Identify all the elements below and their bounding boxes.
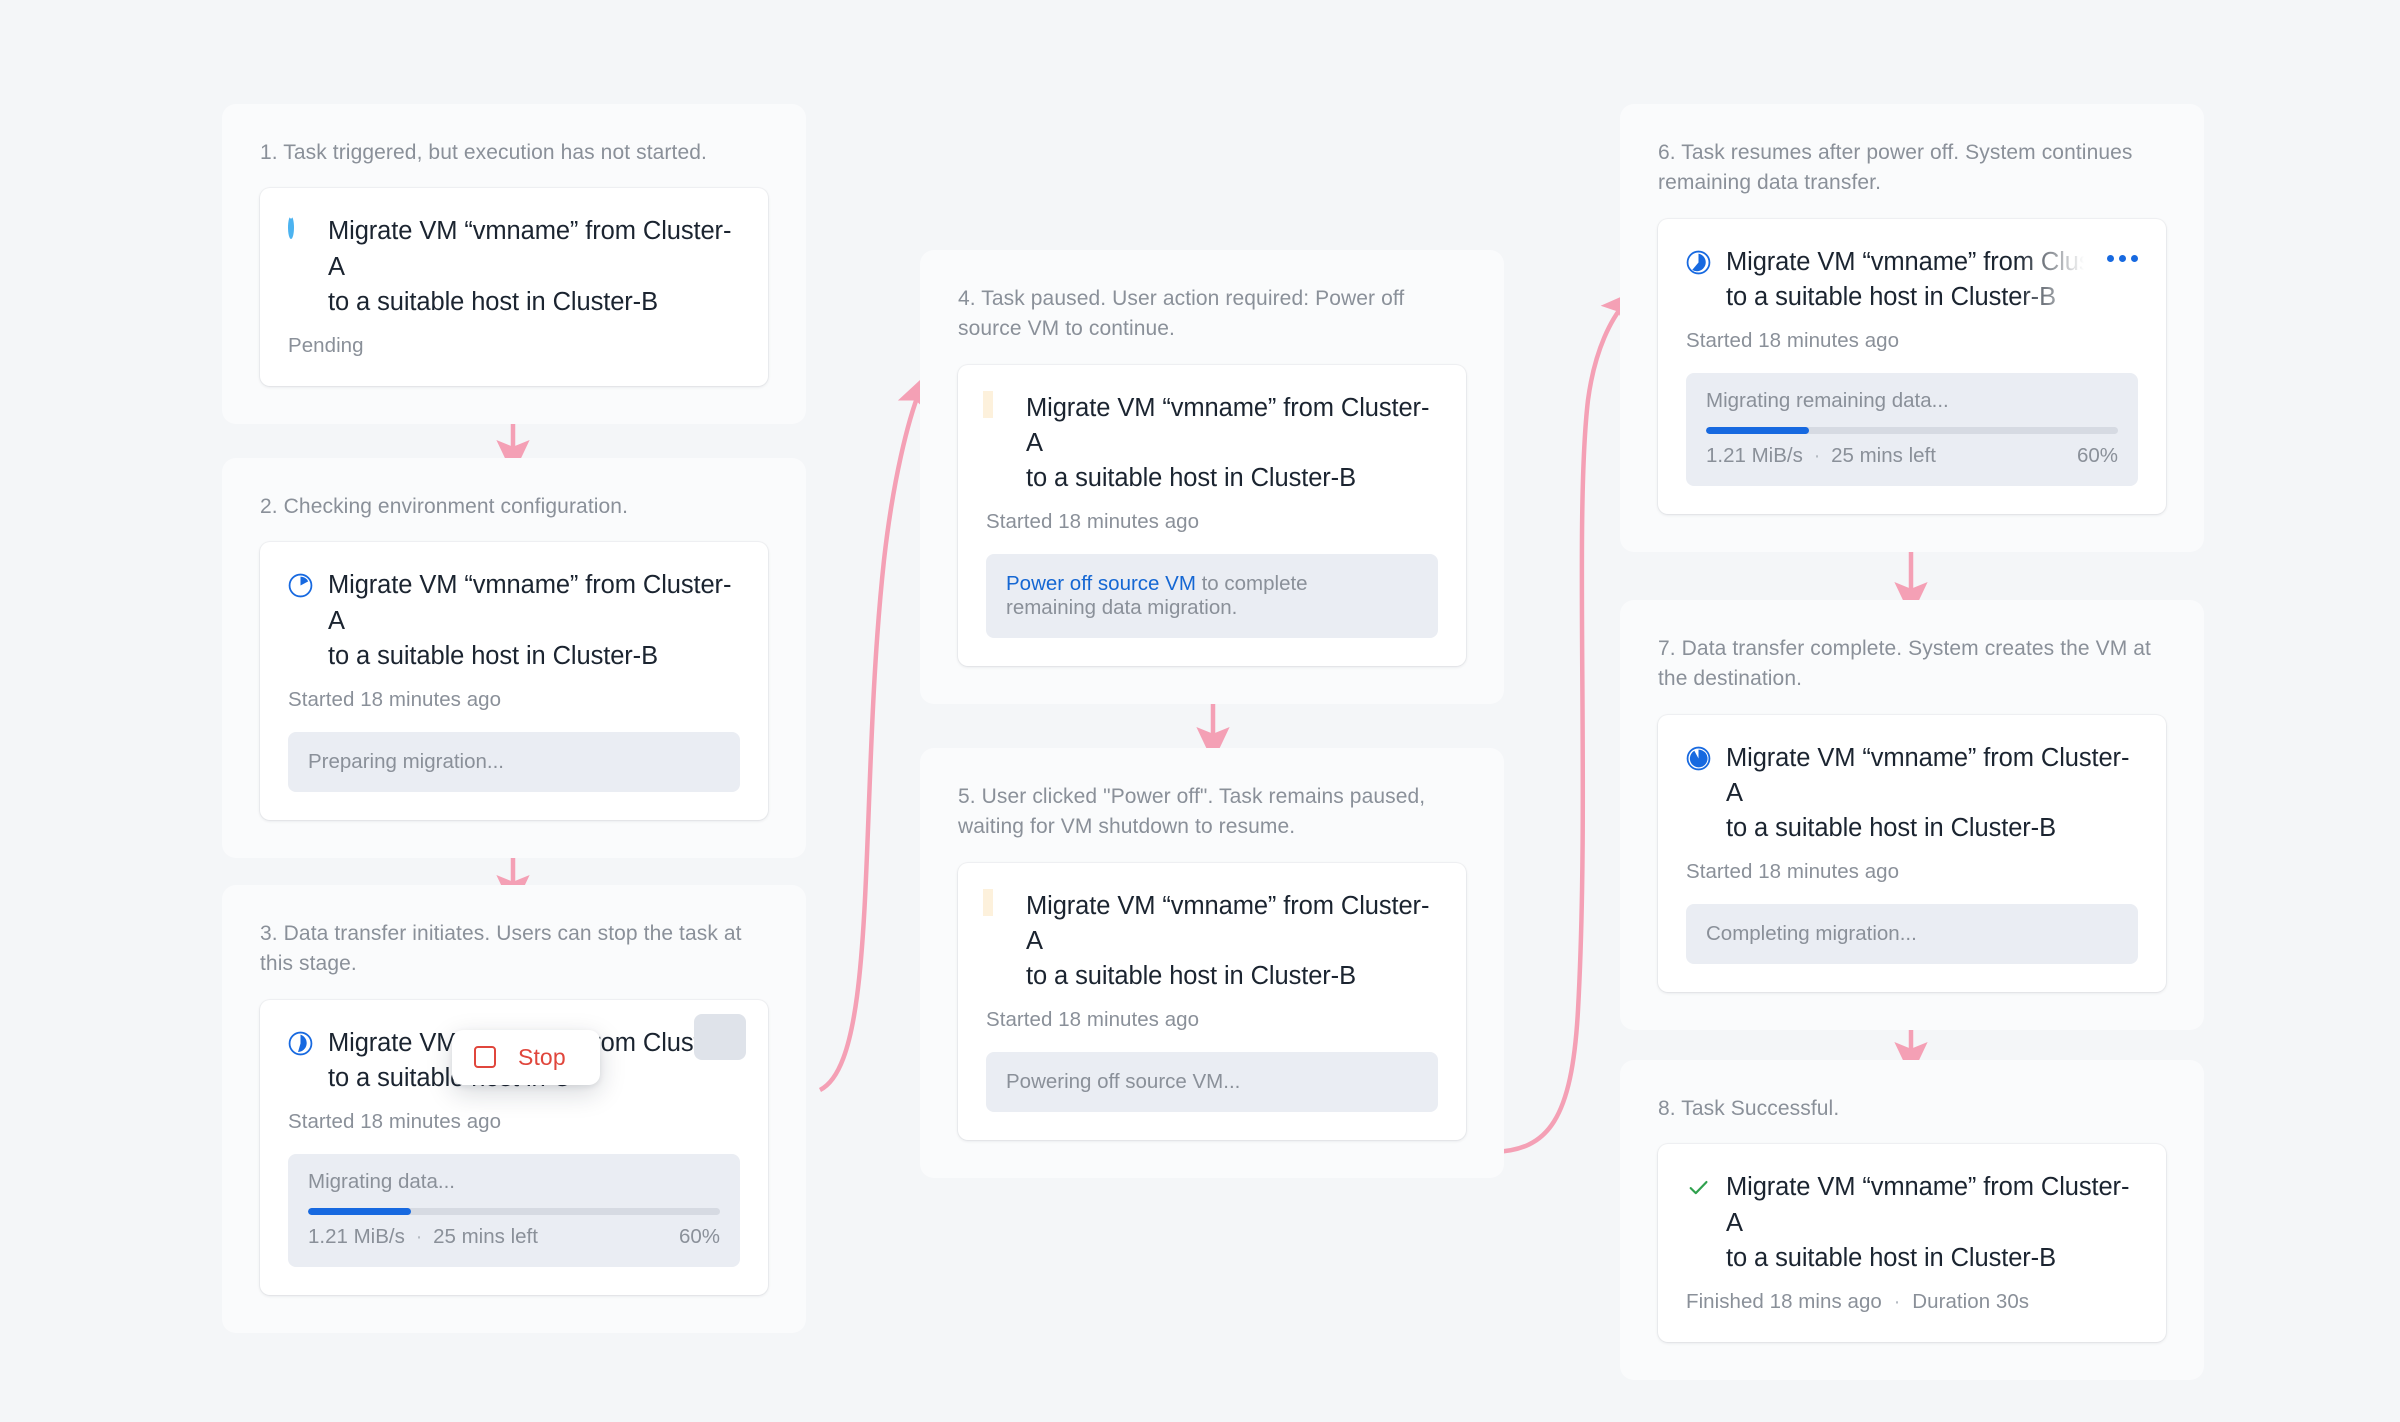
arrow-step3-to-step4 xyxy=(818,374,929,1093)
transfer-speed: 1.21 MiB/s xyxy=(308,1225,405,1249)
task-title-line-2: to a suitable host in Cluster-B xyxy=(328,287,658,316)
task-started-text: Started 18 minutes ago xyxy=(288,688,502,711)
task-card-step-2[interactable]: Migrate VM “vmname” from Cluster-A to a … xyxy=(260,542,768,820)
task-title-line-1: Migrate VM “vmname” from Cluster-A xyxy=(1026,891,1430,956)
progress-status-box: Migrating data... 1.21 MiB/s · 25 mins l… xyxy=(288,1154,740,1268)
task-finished-text: Finished 18 mins ago · Duration 30s xyxy=(1686,1290,2138,1314)
task-title-line-1: Migrate VM “vmname” from Cluster-A xyxy=(328,571,732,635)
task-title-line-1: Migrate VM “vmname” from Cluster-A xyxy=(1726,743,2130,808)
ellipsis-icon[interactable] xyxy=(2105,249,2138,268)
task-title: Migrate VM “vmname” from Cluster-A to a … xyxy=(1026,391,1438,497)
task-title-line-2: to a suitable host in Cluster-B xyxy=(1726,283,2056,312)
task-title: Migrate VM “vmname” from Cluster-A to a … xyxy=(1026,889,1438,995)
step-7-caption: 7. Data transfer complete. System create… xyxy=(1658,637,2151,691)
task-title: Migrate VM “vmname” from Cluster-A to a … xyxy=(1726,741,2138,847)
action-required-box: Power off source VM to complete remainin… xyxy=(986,554,1438,639)
step-4-caption: 4. Task paused. User action required: Po… xyxy=(958,287,1405,341)
pie-progress-icon xyxy=(288,1031,314,1057)
progress-status-label: Powering off source VM... xyxy=(1006,1070,1241,1094)
finished-time: Finished 18 mins ago xyxy=(1686,1290,1882,1313)
task-started-text: Started 18 minutes ago xyxy=(1686,860,1900,884)
step-2-panel: 2. Checking environment configuration. M… xyxy=(222,458,806,858)
stop-square-icon xyxy=(474,1046,496,1069)
duration-text: Duration 30s xyxy=(1912,1290,2030,1313)
step-8-caption: 8. Task Successful. xyxy=(1658,1097,1840,1120)
progress-bar-track xyxy=(1706,427,2118,435)
task-title: Migrate VM “vmname” from Cluster-A to a … xyxy=(328,214,740,320)
step-6-panel: 6. Task resumes after power off. System … xyxy=(1620,104,2204,553)
action-text-part-1: to complete xyxy=(1195,572,1308,596)
progress-status-box: Completing migration... xyxy=(1686,904,2138,965)
step-3-panel: 3. Data transfer initiates. Users can st… xyxy=(222,885,806,1334)
step-4-panel: 4. Task paused. User action required: Po… xyxy=(920,250,1504,705)
task-started-text: Started 18 minutes ago xyxy=(288,1110,502,1134)
progress-status-label: Completing migration... xyxy=(1706,922,1917,946)
task-title-line-2: to a suitable host in Cluster-B xyxy=(1726,814,2056,843)
task-card-step-1[interactable]: Migrate VM “vmname” from Cluster-A to a … xyxy=(260,188,768,386)
task-card-step-4[interactable]: Migrate VM “vmname” from Cluster-A to a … xyxy=(958,364,1466,667)
step-8-panel: 8. Task Successful. Migrate VM “vmname” … xyxy=(1620,1060,2204,1380)
spinner-icon xyxy=(288,216,314,245)
step-1-panel: 1. Task triggered, but execution has not… xyxy=(222,104,806,424)
task-card-step-6[interactable]: Migrate VM “vmname” from Cluster-A to a … xyxy=(1658,218,2166,515)
task-title: Migrate VM “vmname” from Cluster-A to a … xyxy=(328,568,740,674)
progress-bar-fill xyxy=(308,1208,411,1216)
more-actions-button[interactable] xyxy=(694,1013,746,1060)
step-5-panel: 5. User clicked "Power off". Task remain… xyxy=(920,748,1504,1179)
progress-bar-track xyxy=(308,1208,720,1216)
warning-dot-icon xyxy=(986,894,1012,920)
pie-progress-icon xyxy=(1686,250,1712,276)
task-started-text: Started 18 minutes ago xyxy=(986,510,1200,534)
power-off-link[interactable]: Power off source VM xyxy=(1006,572,1196,596)
progress-percent: 60% xyxy=(2076,444,2118,468)
progress-status-box: Preparing migration... xyxy=(288,732,740,792)
pie-progress-icon xyxy=(1686,746,1712,772)
task-title-line-1: Migrate VM “vmname” from Cluster-A xyxy=(1726,1173,2130,1237)
progress-percent: 60% xyxy=(678,1225,720,1249)
task-title-line-2: to a suitable host in Cluster-B xyxy=(1026,962,1356,991)
task-card-step-5[interactable]: Migrate VM “vmname” from Cluster-A to a … xyxy=(958,862,1466,1141)
task-card-step-8[interactable]: Migrate VM “vmname” from Cluster-A to a … xyxy=(1658,1144,2166,1342)
stop-menu-popover[interactable]: Stop xyxy=(452,1029,600,1085)
task-title-line-1: Migrate VM “vmname” from Cluster-A xyxy=(1026,393,1430,458)
step-3-caption: 3. Data transfer initiates. Users can st… xyxy=(260,922,742,976)
action-text-part-2: remaining data migration. xyxy=(1006,596,1238,620)
progress-status-box: Migrating remaining data... 1.21 MiB/s ·… xyxy=(1686,373,2138,487)
task-status-text: Pending xyxy=(288,334,364,357)
pie-progress-icon xyxy=(288,573,314,599)
progress-status-box: Powering off source VM... xyxy=(986,1052,1438,1113)
step-5-caption: 5. User clicked "Power off". Task remain… xyxy=(958,785,1426,839)
progress-bar-fill xyxy=(1706,427,1809,435)
task-card-step-7[interactable]: Migrate VM “vmname” from Cluster-A to a … xyxy=(1658,714,2166,993)
task-started-text: Started 18 minutes ago xyxy=(1686,329,1900,353)
task-card-step-3[interactable]: Migrate VM “vmname” from Cluste to a sui… xyxy=(260,999,768,1296)
meta-separator: · xyxy=(1893,1290,1901,1313)
arrow-step5-to-step6 xyxy=(1493,290,1637,1155)
step-2-caption: 2. Checking environment configuration. xyxy=(260,495,629,518)
progress-status-label: Preparing migration... xyxy=(308,750,504,773)
eta-text: 25 mins left xyxy=(1831,444,1936,468)
task-title-line-1: Migrate VM “vmname” from Cluster-A xyxy=(1726,247,2138,276)
eta-text: 25 mins left xyxy=(433,1225,538,1249)
warning-dot-icon xyxy=(986,396,1012,422)
progress-rate-and-eta: 1.21 MiB/s · 25 mins left xyxy=(308,1225,538,1249)
task-title-line-2: to a suitable host in Cluster-B xyxy=(1026,464,1356,493)
task-started-text: Started 18 minutes ago xyxy=(986,1008,1200,1032)
progress-rate-and-eta: 1.21 MiB/s · 25 mins left xyxy=(1706,444,1936,468)
check-icon xyxy=(1686,1175,1712,1201)
step-7-panel: 7. Data transfer complete. System create… xyxy=(1620,600,2204,1031)
progress-status-label: Migrating data... xyxy=(308,1170,455,1194)
task-title: Migrate VM “vmname” from Cluster-A to a … xyxy=(1726,245,2138,315)
stop-menu-label: Stop xyxy=(518,1043,566,1070)
task-title-line-1: Migrate VM “vmname” from Cluster-A xyxy=(328,217,732,281)
step-6-caption: 6. Task resumes after power off. System … xyxy=(1658,141,2133,195)
task-title-line-2: to a suitable host in Cluster-B xyxy=(1726,1243,2056,1272)
task-title: Migrate VM “vmname” from Cluster-A to a … xyxy=(1726,1170,2138,1276)
task-title-line-2: to a suitable host in Cluster-B xyxy=(328,641,658,670)
progress-status-label: Migrating remaining data... xyxy=(1706,389,1949,413)
step-1-caption: 1. Task triggered, but execution has not… xyxy=(260,141,707,164)
transfer-speed: 1.21 MiB/s xyxy=(1706,444,1803,468)
